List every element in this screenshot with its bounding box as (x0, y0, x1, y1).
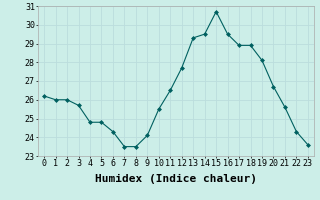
X-axis label: Humidex (Indice chaleur): Humidex (Indice chaleur) (95, 174, 257, 184)
